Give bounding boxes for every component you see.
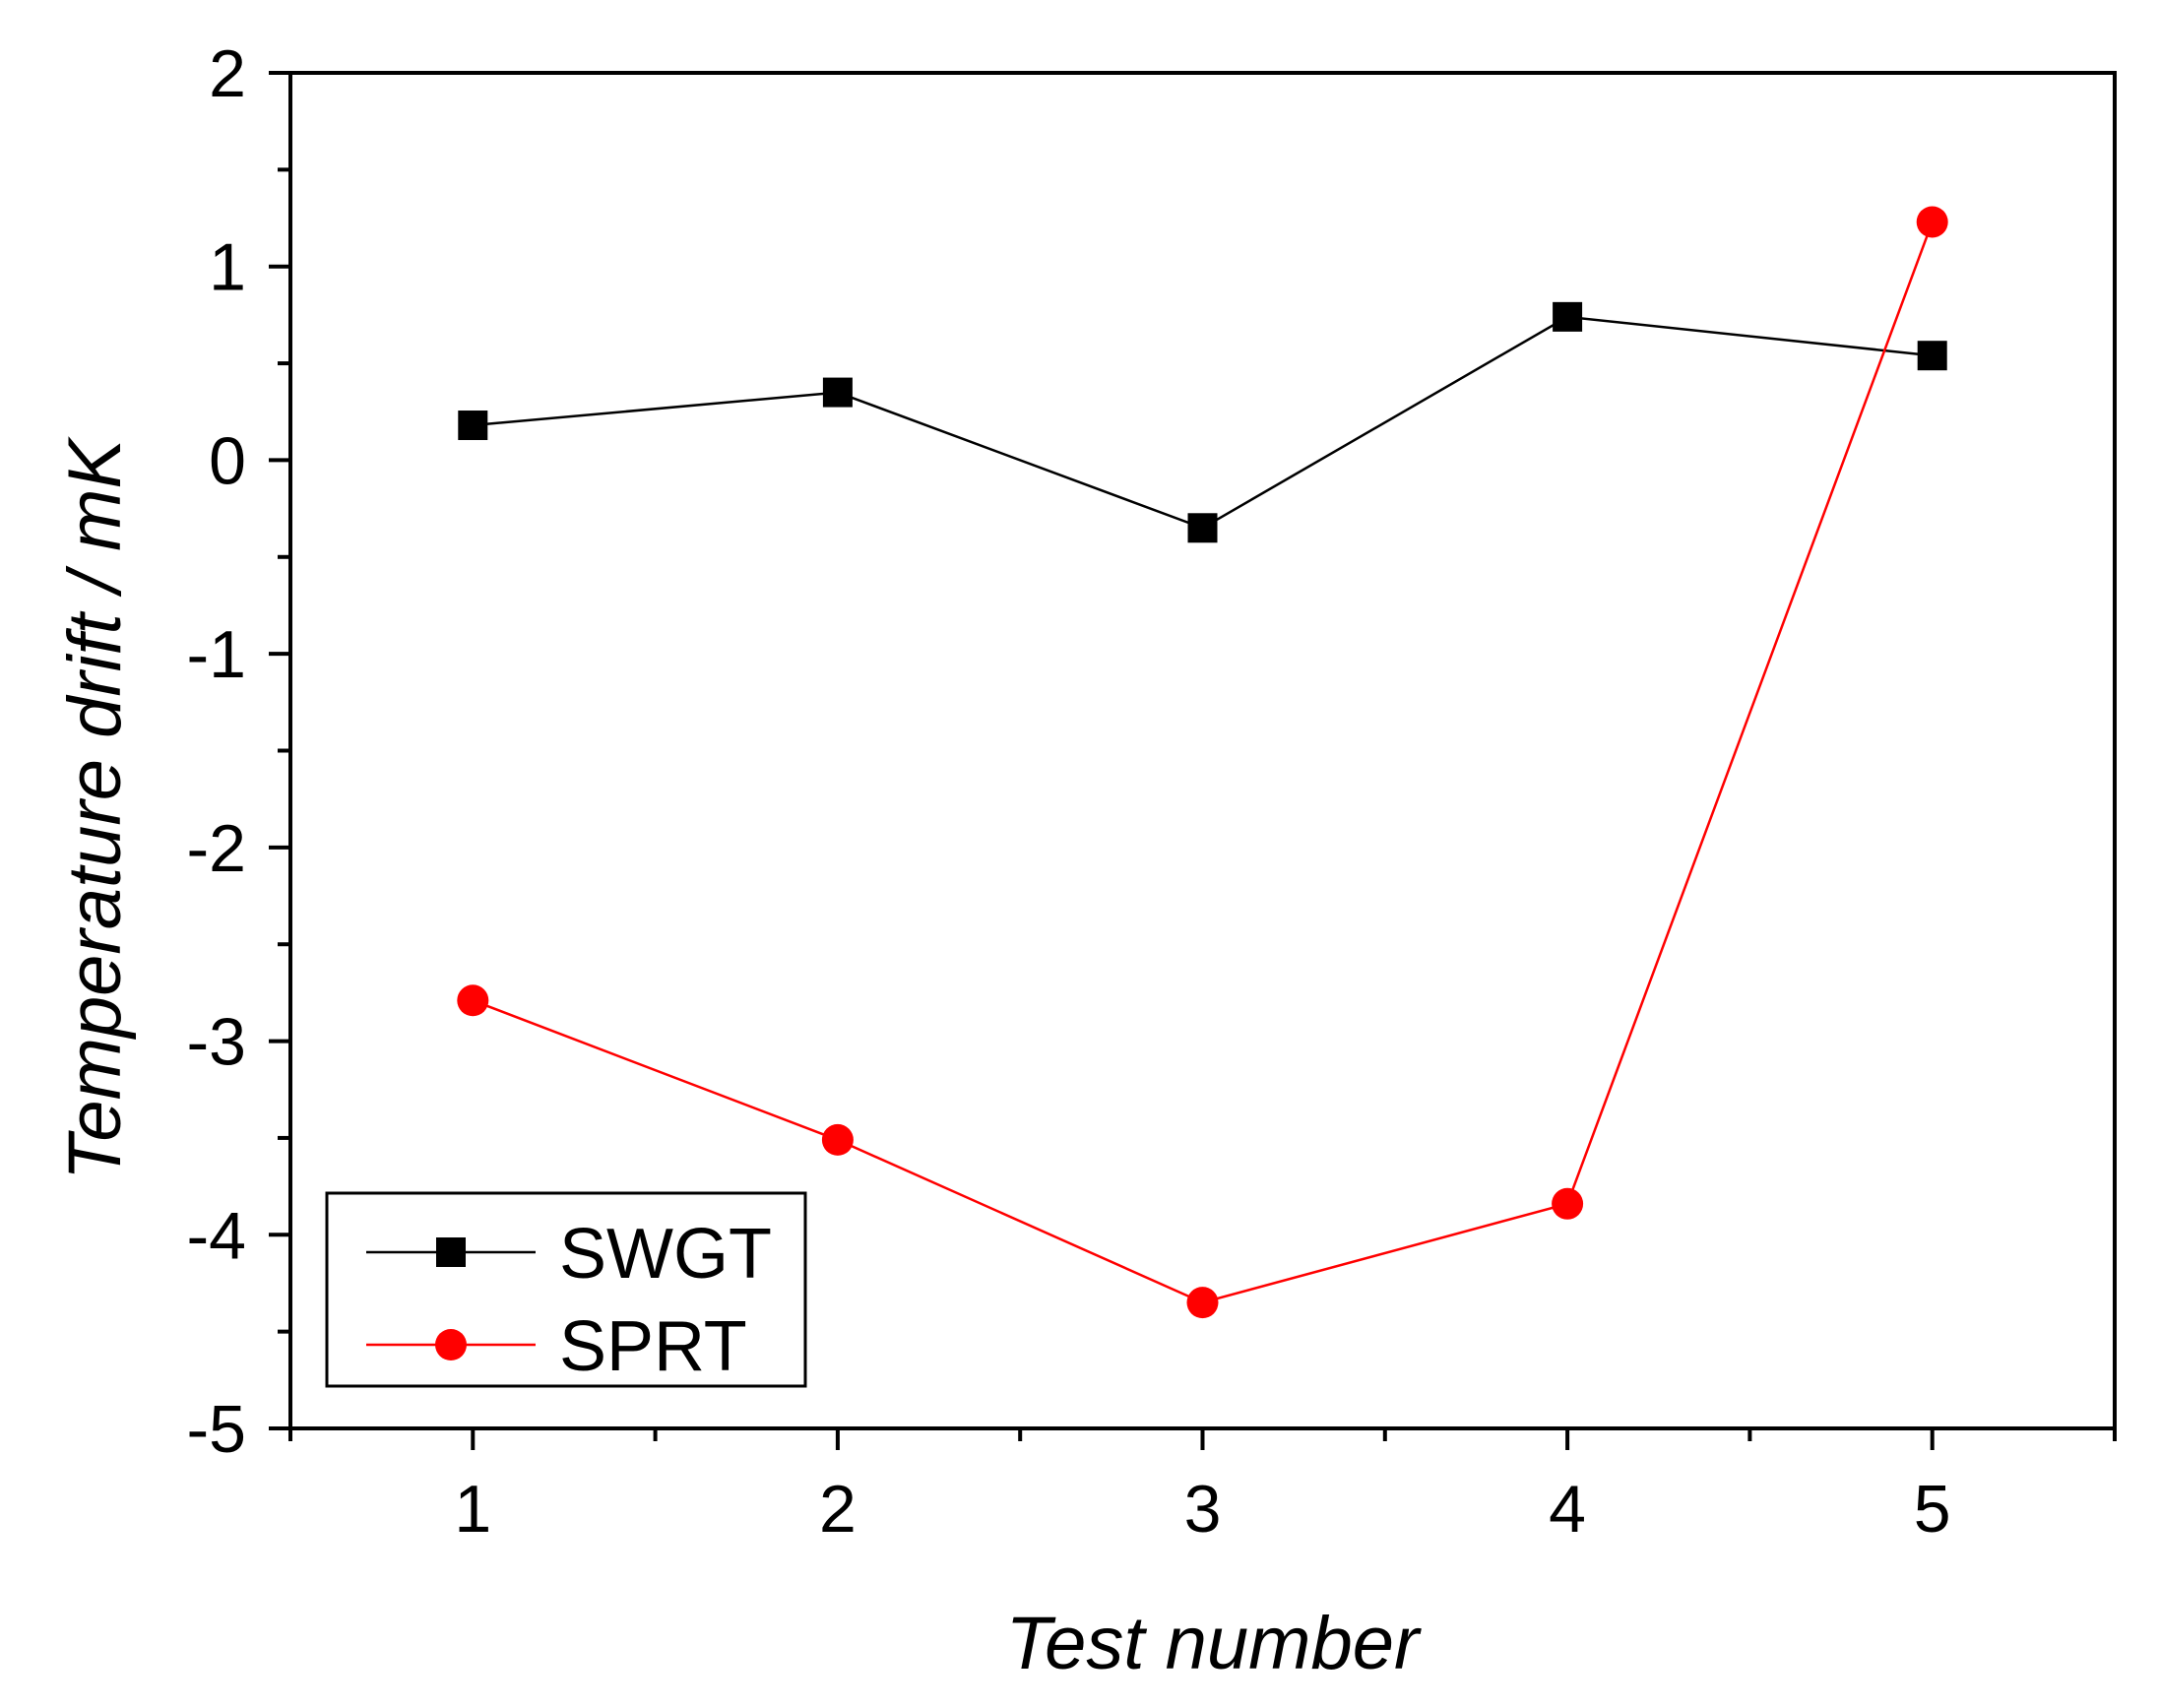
plot-frame [288,71,2117,1430]
legend-marker-swgt [436,1237,466,1267]
y-tick-label: -2 [187,811,246,886]
legend-marker-sprt [435,1329,467,1360]
data-point-sprt [1186,1287,1219,1319]
y-tick-label: -1 [187,617,246,692]
data-point-swgt [1553,301,1583,332]
legend-label-sprt: SPRT [559,1307,747,1386]
x-tick-label: 4 [1549,1472,1586,1547]
series-layer [457,206,1948,1319]
legend-label-swgt: SWGT [559,1215,772,1294]
data-point-sprt [1552,1187,1584,1220]
data-point-sprt [821,1123,854,1156]
x-tick-label: 3 [1184,1472,1222,1547]
x-tick-label: 5 [1914,1472,1951,1547]
y-tick-label: -5 [187,1392,246,1467]
data-point-swgt [822,377,853,408]
y-axis-title: Temperature drift / mK [53,436,137,1181]
y-tick-label: -4 [187,1198,246,1273]
y-tick-label: 2 [209,36,246,111]
y-tick-label: 1 [209,230,246,305]
data-point-sprt [1916,206,1948,238]
x-tick-label: 1 [454,1472,491,1547]
data-point-swgt [1917,341,1947,371]
y-tick-label: 0 [209,423,246,498]
legend-box [325,1191,807,1388]
data-point-swgt [458,411,488,441]
y-tick-label: -3 [187,1005,246,1080]
legend: SWGT SPRT [325,1191,807,1388]
x-tick-label: 2 [819,1472,857,1547]
data-point-swgt [1187,513,1218,543]
x-axis-title: Test number [1006,1602,1422,1685]
data-point-sprt [457,984,489,1017]
ticks-layer: 1 2 3 4 5 -5 -4 -3 -2 -1 0 1 2 [187,36,2117,1547]
